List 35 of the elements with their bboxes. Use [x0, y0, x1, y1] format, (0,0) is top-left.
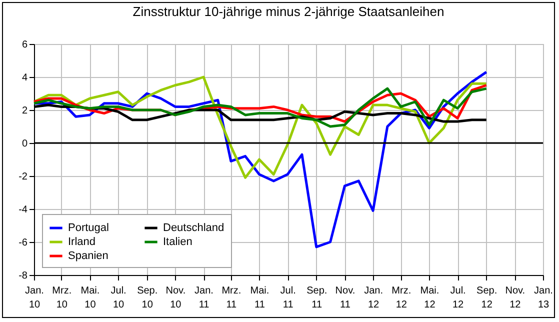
x-tick-label: Jan. 13 — [534, 286, 553, 310]
legend-label: Italien — [163, 236, 192, 248]
y-tick-label: 2 — [22, 106, 28, 116]
line-series — [32, 87, 488, 128]
x-tick-label: Sep. 12 — [476, 286, 498, 310]
y-tick-label: -4 — [18, 204, 28, 216]
x-tick-label: Mai. 12 — [420, 286, 440, 310]
x-tick-label: Mrz. 12 — [392, 286, 412, 310]
x-tick-label: Nov. 10 — [166, 286, 186, 310]
legend-label: Portugal — [68, 222, 109, 234]
x-tick-label: Jan. 11 — [194, 286, 214, 310]
x-tick-label: Jul. 12 — [450, 286, 466, 310]
x-tick-label: Jan. 12 — [364, 286, 383, 310]
legend-label: Deutschland — [163, 222, 224, 234]
legend-label: Spanien — [68, 250, 108, 262]
x-tick-label: Mrz. 11 — [222, 286, 242, 310]
x-tick-label: Mrz. 10 — [52, 286, 72, 310]
y-tick-label: -8 — [18, 270, 28, 282]
y-tick-label: 6 — [22, 40, 28, 50]
y-tick-label: -2 — [18, 172, 28, 182]
x-tick-label: Jul. 10 — [110, 286, 126, 310]
x-tick-label: Sep. 11 — [306, 286, 328, 310]
x-tick-label: Jan. 10 — [25, 286, 44, 310]
chart-title: Zinsstruktur 10-jährige minus 2-jährige Staatsanleihen — [132, 4, 444, 19]
line-series — [32, 76, 488, 179]
x-tick-label: Sep. 10 — [137, 286, 158, 310]
legend-label: Irland — [68, 236, 96, 248]
x-tick-label: Jul. 11 — [280, 286, 296, 310]
y-tick-label: 4 — [22, 72, 28, 84]
y-tick-label: -6 — [18, 238, 28, 248]
x-tick-label: Nov. 11 — [335, 286, 356, 310]
x-tick-label: Nov. 12 — [505, 286, 526, 310]
y-tick-label: 0 — [22, 138, 28, 150]
x-tick-label: Mai. 10 — [80, 286, 100, 310]
x-tick-label: Mai. 11 — [250, 286, 270, 310]
